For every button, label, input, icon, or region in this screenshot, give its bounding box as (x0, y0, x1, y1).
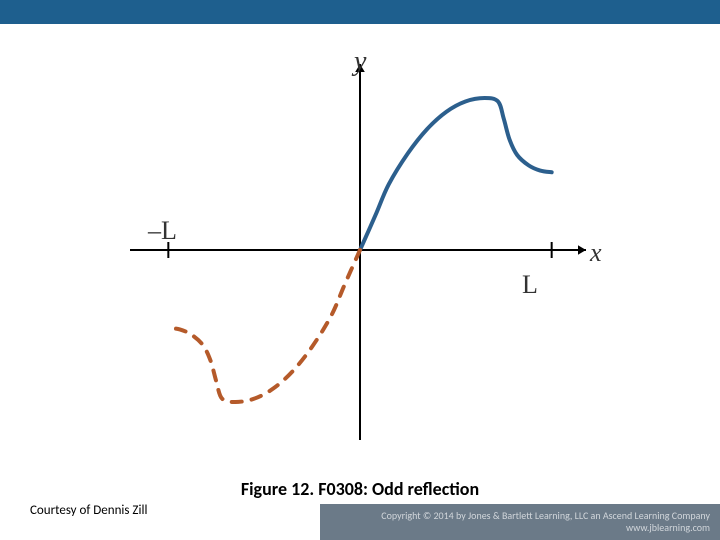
footer-bar: Copyright © 2014 by Jones & Bartlett Lea… (320, 504, 720, 540)
y-axis-label: y (354, 46, 366, 78)
copyright-line2: www.jblearning.com (626, 522, 710, 534)
courtesy-text: Courtesy of Dennis Zill (30, 503, 147, 518)
figure-area: y x –L L (0, 24, 720, 476)
top-bar (0, 0, 720, 24)
tick-label-L: L (522, 270, 538, 300)
x-axis-label: x (590, 238, 602, 268)
chart-wrapper: y x –L L (110, 40, 610, 460)
figure-caption: Figure 12. F0308: Odd reflection (0, 478, 720, 500)
tick-label-negL: –L (148, 216, 177, 246)
chart-svg (110, 40, 610, 460)
